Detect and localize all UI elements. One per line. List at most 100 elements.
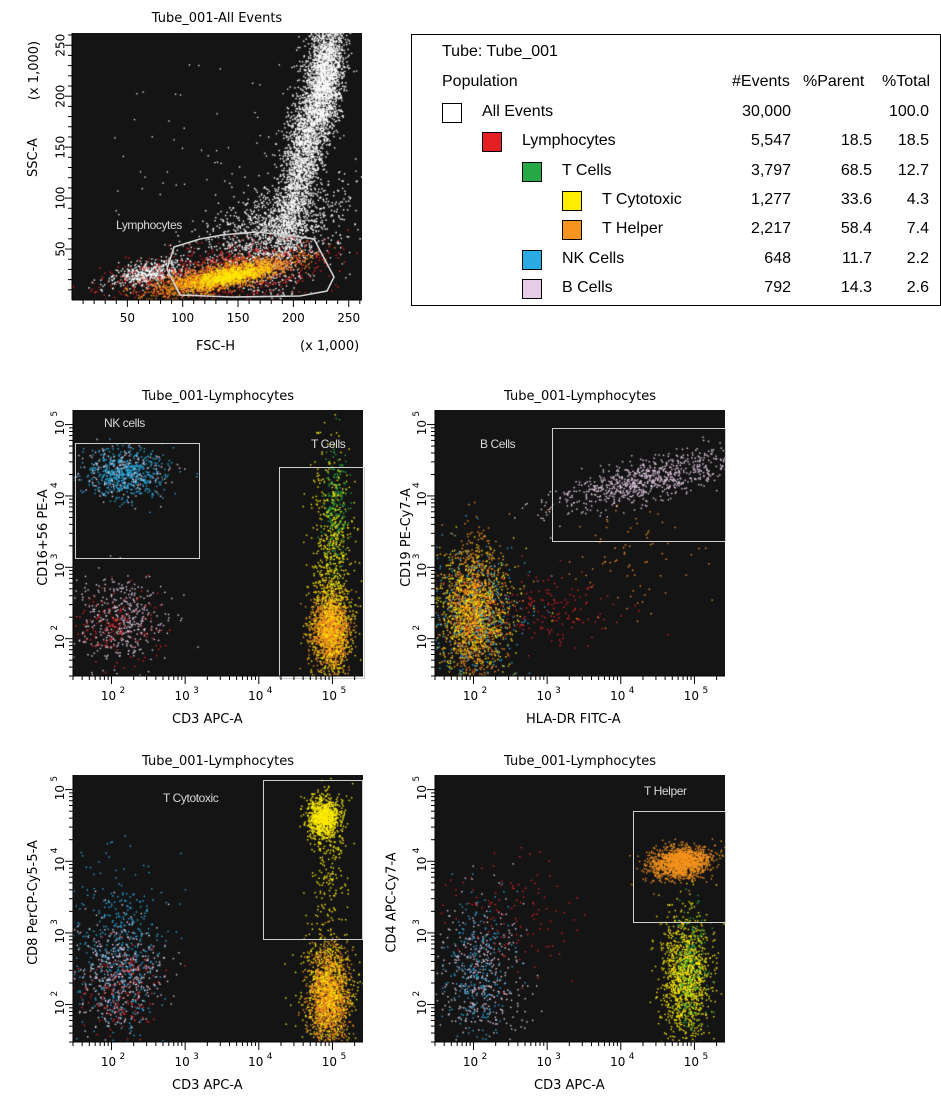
population-name: Lymphocytes xyxy=(522,132,616,150)
x-tick-label: 10 xyxy=(175,689,190,703)
svg-text:10: 10 xyxy=(415,785,429,800)
x-tick-exponent: 4 xyxy=(267,686,273,696)
gate-label: Lymphocytes xyxy=(116,218,182,232)
svg-text:10: 10 xyxy=(53,563,67,578)
plot-title: Tube_001-Lymphocytes xyxy=(503,754,657,769)
y-tick-label: 200 xyxy=(54,85,68,108)
x-axis-label: CD3 APC-A xyxy=(172,712,243,727)
y-tick-label: 10 2 xyxy=(412,625,429,649)
x-tick-exponent: 3 xyxy=(193,686,199,696)
population-events: 1,277 xyxy=(750,190,791,208)
population-statistics-table: Tube: Tube_001 Population #Events %Paren… xyxy=(411,34,941,306)
t-cytotoxic-gate xyxy=(263,780,363,940)
x-axis-label: FSC-H xyxy=(196,339,236,354)
population-parent: 18.5 xyxy=(840,132,872,150)
y-axis-label: CD16+56 PE-A xyxy=(35,489,51,586)
y-axis-label: CD4 APC-Cy7-A xyxy=(384,852,400,953)
svg-text:5: 5 xyxy=(50,411,60,417)
scatter-points xyxy=(72,33,362,300)
plot-all-events: Tube_001-All Events (x 1,000) Lymphocyte… xyxy=(0,0,380,360)
population-total: 12.7 xyxy=(897,161,929,179)
x-tick-label: 100 xyxy=(171,311,194,325)
population-parent: 58.4 xyxy=(840,220,872,238)
plot-title: Tube_001-Lymphocytes xyxy=(141,389,295,404)
x-axis-label: HLA-DR FITC-A xyxy=(526,712,621,727)
svg-text:10: 10 xyxy=(53,634,67,649)
x-tick-label: 10 xyxy=(101,1055,116,1069)
plot-b-cells: Tube_001-Lymphocytes B Cells 10 2 10 3 10 4 10… xyxy=(362,380,742,735)
svg-text:4: 4 xyxy=(412,847,422,853)
x-tick-label: 10 xyxy=(537,1055,552,1069)
svg-text:10: 10 xyxy=(415,928,429,943)
gate-label: T Helper xyxy=(644,784,687,798)
y-axis-label: CD8 PerCP-Cy5-5-A xyxy=(25,840,41,965)
y-tick-label: 10 5 xyxy=(412,776,429,800)
x-tick-label: 10 xyxy=(322,689,337,703)
x-tick-label: 10 xyxy=(684,689,699,703)
gate-label: T Cells xyxy=(311,437,346,451)
y-tick-label: 10 3 xyxy=(412,554,429,578)
header-total: %Total xyxy=(882,73,931,90)
svg-text:10: 10 xyxy=(53,1000,67,1015)
gate-label: NK cells xyxy=(104,416,145,430)
population-events: 30,000 xyxy=(742,103,791,120)
population-row: T Cells 3,797 68.5 12.7 xyxy=(412,161,940,191)
population-row: T Helper 2,217 58.4 7.4 xyxy=(412,220,940,249)
plot-t-helper: Tube_001-Lymphocytes T Helper 10 2 10 3 10 4 1… xyxy=(362,745,742,1099)
svg-text:4: 4 xyxy=(412,482,422,488)
population-color-swatch xyxy=(522,161,542,182)
svg-text:5: 5 xyxy=(412,411,422,417)
x-tick-label: 10 xyxy=(248,1055,263,1069)
x-tick-exponent: 5 xyxy=(702,1052,708,1062)
svg-text:10: 10 xyxy=(415,420,429,435)
scatter-points xyxy=(435,775,725,1042)
svg-text:10: 10 xyxy=(415,491,429,506)
y-tick-label: 10 4 xyxy=(412,847,429,872)
scatter-plot-area: T Helper xyxy=(435,775,726,1042)
x-tick-label: 10 xyxy=(463,1055,478,1069)
nk-cells-gate xyxy=(75,443,200,559)
plot-title: Tube_001-Lymphocytes xyxy=(141,754,295,769)
svg-text:2: 2 xyxy=(412,991,422,997)
scatter-plot-area: Lymphocytes xyxy=(72,33,362,300)
y-tick-label: 10 2 xyxy=(50,991,67,1015)
y-tick-label: 250 xyxy=(54,34,68,57)
header-population: Population xyxy=(442,73,518,90)
x-tick-label: 10 xyxy=(684,1055,699,1069)
scatter-plot-area: B Cells xyxy=(435,410,726,676)
svg-text:5: 5 xyxy=(50,776,60,782)
population-total: 100.0 xyxy=(888,103,929,120)
population-name: T Helper xyxy=(602,220,664,238)
svg-text:4: 4 xyxy=(50,847,60,853)
x-tick-exponent: 2 xyxy=(482,1052,488,1062)
population-total: 2.6 xyxy=(906,278,929,296)
x-tick-exponent: 2 xyxy=(120,686,126,696)
svg-text:5: 5 xyxy=(412,776,422,782)
population-row: NK Cells 648 11.7 2.2 xyxy=(412,249,940,279)
population-events: 5,547 xyxy=(750,132,791,150)
population-row: B Cells 792 14.3 2.6 xyxy=(412,278,940,308)
x-tick-exponent: 4 xyxy=(629,686,635,696)
x-tick-label: 150 xyxy=(227,311,250,325)
population-name: All Events xyxy=(482,103,554,120)
population-parent: 33.6 xyxy=(840,190,872,208)
y-tick-label: 10 3 xyxy=(412,919,429,943)
population-color-swatch xyxy=(522,278,542,299)
svg-text:10: 10 xyxy=(53,857,67,872)
y-tick-label: 10 5 xyxy=(412,411,429,435)
scatter-points xyxy=(73,410,363,676)
plot-title: Tube_001-Lymphocytes xyxy=(503,389,657,404)
svg-text:3: 3 xyxy=(50,919,60,925)
svg-text:3: 3 xyxy=(50,554,60,560)
svg-text:10: 10 xyxy=(415,634,429,649)
svg-text:10: 10 xyxy=(415,857,429,872)
y-tick-label: 10 2 xyxy=(412,991,429,1015)
x-tick-label: 10 xyxy=(175,1055,190,1069)
x-tick-label: 10 xyxy=(322,1055,337,1069)
y-axis-label: SSC-A xyxy=(25,138,41,177)
population-total: 7.4 xyxy=(906,220,929,238)
x-tick-exponent: 5 xyxy=(702,686,708,696)
y-tick-label: 10 2 xyxy=(50,625,67,649)
